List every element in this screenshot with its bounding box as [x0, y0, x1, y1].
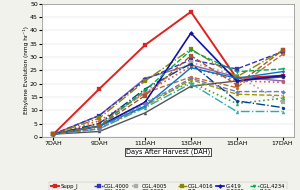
X-axis label: Days After Harvest (DAH): Days After Harvest (DAH)	[126, 149, 210, 155]
Y-axis label: Ethylene Evolution (nmg hr⁻¹): Ethylene Evolution (nmg hr⁻¹)	[22, 26, 28, 114]
Legend: Supp_J, G.THS, 100%poussj, CGL.4000, CGL.300, G.11, CGL.4005, CG.5222, SG.260368: Supp_J, G.THS, 100%poussj, CGL.4000, CGL…	[49, 182, 287, 190]
